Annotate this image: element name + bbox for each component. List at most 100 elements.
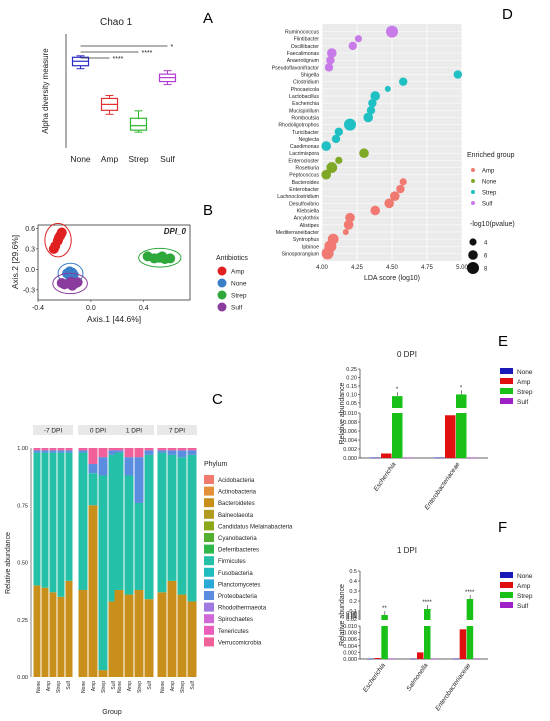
confidence-ellipse xyxy=(138,247,182,268)
legend-label: Amp xyxy=(482,169,495,175)
lda-point xyxy=(348,41,357,51)
lda-point xyxy=(331,134,341,144)
y-tick-label: Lachnoclostridium xyxy=(277,194,319,200)
stacked-bar-segment xyxy=(78,452,88,590)
legend-swatch xyxy=(204,637,214,647)
y-tick-label: 0.5 xyxy=(349,569,357,575)
y-tick-label: Escherichia xyxy=(292,101,319,107)
legend-swatch xyxy=(204,533,214,542)
legend-swatch xyxy=(204,567,214,577)
y-tick-label: Ruminococcus xyxy=(285,30,319,36)
legend-label: Proteobacteria xyxy=(218,594,258,600)
stacked-bar-segment xyxy=(177,450,187,458)
legend-swatch xyxy=(500,572,513,578)
stacked-bar-segment xyxy=(108,601,118,677)
stacked-bar-segment xyxy=(33,452,41,586)
x-tick-label: 5.00 xyxy=(456,265,468,271)
stacked-bar-segment xyxy=(41,587,49,677)
stacked-bar-segment xyxy=(124,457,134,476)
stacked-bar-segment xyxy=(78,448,88,451)
bar xyxy=(388,658,395,660)
legend-title: Enriched group xyxy=(467,152,515,159)
stacked-bar-segment xyxy=(114,589,124,677)
legend-swatch xyxy=(204,521,214,531)
stacked-bar-segment xyxy=(187,454,197,602)
y-tick-label: 0.1 xyxy=(349,609,357,615)
legend-swatch xyxy=(204,591,214,600)
legend-swatch xyxy=(471,190,475,194)
stacked-bar-segment xyxy=(124,475,134,595)
y-tick-label: 0.0 xyxy=(25,267,35,274)
y-tick-label: Phocaeicola xyxy=(291,87,319,93)
significance-marker: **** xyxy=(465,590,475,596)
stacked-bar-segment xyxy=(65,448,73,451)
x-tick-label: Sulf xyxy=(190,680,196,689)
stacked-bar-segment xyxy=(144,599,154,677)
x-tick-label: 4.75 xyxy=(421,265,433,271)
lda-point xyxy=(390,191,400,201)
x-tick-label: 0.0 xyxy=(86,305,96,312)
size-legend-title: -log10(pvalue) xyxy=(470,221,515,228)
legend-label: Sulf xyxy=(231,305,242,312)
stacked-bar-segment xyxy=(144,450,154,455)
stacked-bar-segment xyxy=(144,448,154,451)
legend-swatch xyxy=(204,486,214,496)
stacked-bar-segment xyxy=(114,452,124,590)
lda-point xyxy=(354,35,362,43)
x-tick-label: Sulf xyxy=(66,680,72,689)
legend-label: None xyxy=(517,369,533,376)
stacked-bar-segment xyxy=(88,505,98,677)
y-tick-label: 0.6 xyxy=(25,226,35,233)
y-tick-label: Anaerotignum xyxy=(287,58,319,64)
y-tick-label: Klebsiella xyxy=(297,208,319,214)
x-tick-label: 4.25 xyxy=(351,265,363,271)
y-axis-label: Relative abundance xyxy=(339,382,346,444)
stacked-bar-segment xyxy=(167,448,177,451)
bar xyxy=(381,626,388,659)
bar xyxy=(466,599,474,620)
stacked-bar-segment xyxy=(98,670,108,677)
y-tick-label: 0.04 xyxy=(346,615,357,621)
lda-point xyxy=(384,85,391,92)
y-tick-label: 0.3 xyxy=(349,589,357,595)
y-tick-label: Shigella xyxy=(301,73,320,79)
x-tick-label: Amp xyxy=(127,681,133,692)
size-legend-label: 6 xyxy=(484,254,488,260)
x-tick-label: Amp xyxy=(46,681,52,692)
bar xyxy=(445,415,456,458)
y-tick-label: Alistipes xyxy=(300,223,320,229)
bar xyxy=(434,457,445,459)
y-tick-label: 0.008 xyxy=(343,420,357,426)
lda-point xyxy=(370,91,381,101)
stacked-bar-segment xyxy=(157,450,167,453)
y-tick-label: 0.20 xyxy=(346,375,357,381)
facet-strip xyxy=(78,425,118,435)
lda-point xyxy=(344,118,356,131)
facet-label: 1 DPI xyxy=(126,428,142,435)
y-tick-label: Sinosporangium xyxy=(282,251,320,257)
y-tick-label: 0.000 xyxy=(343,456,357,462)
size-legend-label: 4 xyxy=(484,241,488,247)
size-legend-swatch xyxy=(467,262,479,274)
facet-label: 7 DPI xyxy=(169,428,185,435)
bar xyxy=(392,413,403,458)
y-tick-label: -0.3 xyxy=(23,287,35,294)
y-tick-label: 0.004 xyxy=(343,644,357,650)
x-tick-label: Amp xyxy=(101,154,119,164)
scatter-point xyxy=(165,253,176,264)
legend-swatch xyxy=(500,582,513,588)
significance-marker: ** xyxy=(382,606,387,612)
y-tick-label: Flintibacter xyxy=(294,37,320,43)
x-tick-label: Enterobacteriaceae xyxy=(434,662,472,713)
x-tick-label: Amp xyxy=(170,681,176,692)
y-tick-label: Syntrophus xyxy=(293,237,320,243)
legend-title: Antibiotics xyxy=(216,255,248,262)
legend-label: Verrucomicrobia xyxy=(218,640,262,646)
lda-point xyxy=(334,127,343,136)
stacked-bar-segment xyxy=(65,450,73,453)
y-tick-label: Bacteroides xyxy=(292,180,320,186)
lda-point xyxy=(363,112,374,123)
stacked-bar-segment xyxy=(134,502,144,590)
y-axis-label: Axis.2 [29.6%] xyxy=(10,235,20,289)
legend-swatch xyxy=(217,266,227,276)
